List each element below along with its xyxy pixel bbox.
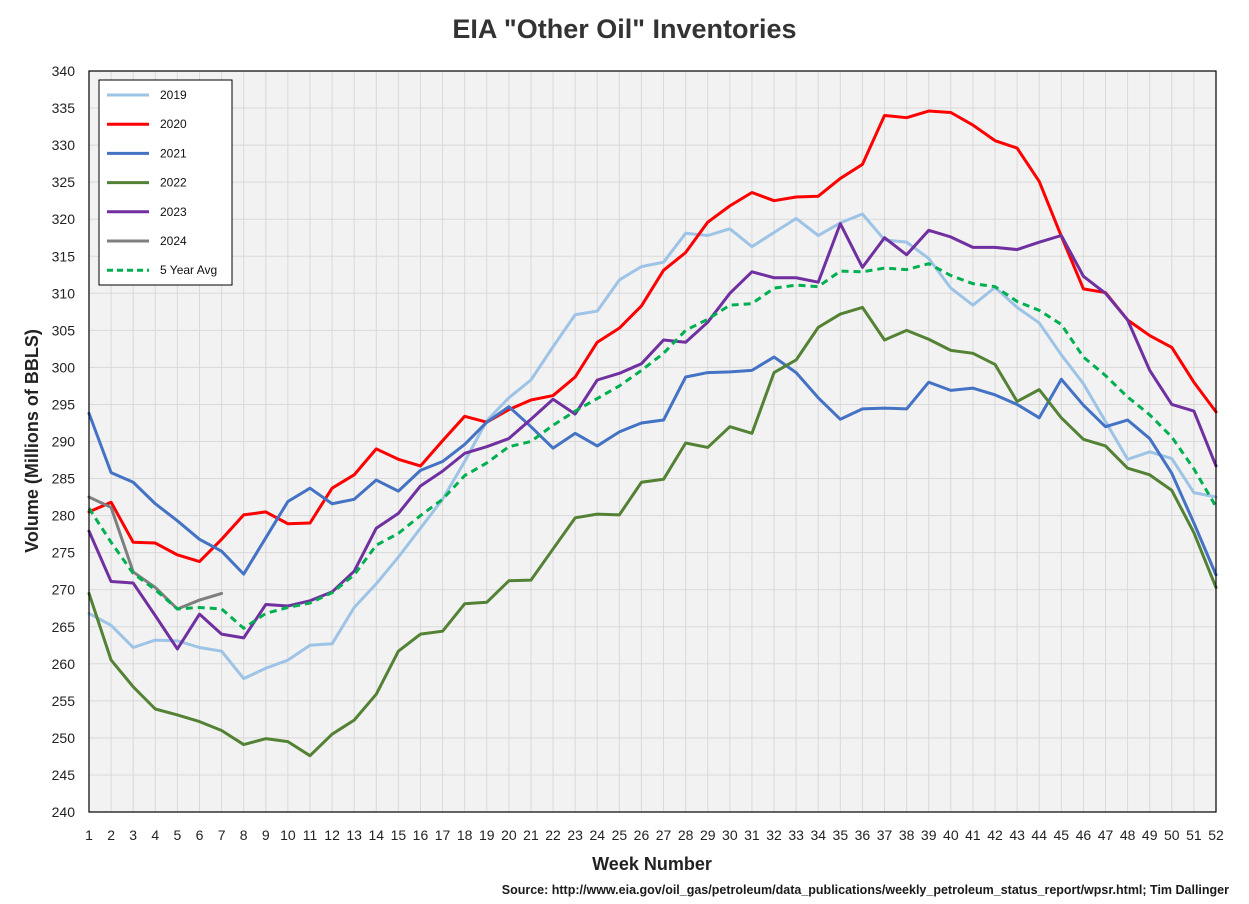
x-tick-label: 17	[435, 827, 451, 843]
x-tick-label: 3	[129, 827, 137, 843]
y-tick-label: 260	[52, 656, 76, 672]
x-tick-label: 5	[173, 827, 181, 843]
x-tick-label: 50	[1164, 827, 1180, 843]
x-tick-label: 44	[1031, 827, 1047, 843]
legend-label: 2024	[160, 234, 187, 248]
series-line-2022	[87, 305, 1218, 758]
x-tick-label: 14	[368, 827, 384, 843]
x-axis-ticks: 1 2 3 4 5 6 7 8 9 10 11 12 13 14 15 16 17 18 19 20 21 22 23 24 2…	[85, 827, 1224, 843]
x-tick-label: 32	[766, 827, 782, 843]
x-tick-label: 45	[1054, 827, 1070, 843]
y-tick-label: 310	[52, 285, 76, 301]
x-tick-label: 49	[1142, 827, 1158, 843]
y-tick-label: 255	[52, 693, 76, 709]
y-tick-label: 300	[52, 359, 76, 375]
y-tick-label: 280	[52, 508, 76, 524]
legend: 2019 2020 2021 2022 2023 2024 5 Year Avg	[98, 79, 233, 286]
x-tick-label: 24	[589, 827, 605, 843]
y-tick-label: 270	[52, 582, 76, 598]
y-axis-ticks: 240 245 250 255 260 265 270 275 280 285 290 295 300 3…	[52, 63, 76, 820]
y-tick-label: 340	[52, 63, 76, 79]
y-tick-label: 240	[52, 804, 76, 820]
x-tick-label: 16	[413, 827, 429, 843]
x-tick-label: 4	[151, 827, 159, 843]
y-tick-label: 335	[52, 100, 76, 116]
x-tick-label: 25	[612, 827, 628, 843]
x-tick-label: 20	[501, 827, 517, 843]
x-tick-label: 30	[722, 827, 738, 843]
series-line-5-year-avg	[87, 262, 1218, 630]
y-tick-label: 245	[52, 767, 76, 783]
x-tick-label: 19	[479, 827, 495, 843]
y-tick-label: 325	[52, 174, 76, 190]
x-tick-label: 42	[987, 827, 1003, 843]
chart-title: EIA "Other Oil" Inventories	[452, 14, 797, 44]
y-tick-label: 285	[52, 471, 76, 487]
y-tick-label: 275	[52, 545, 76, 561]
series-line-2019	[87, 212, 1218, 681]
x-tick-label: 47	[1098, 827, 1114, 843]
y-tick-label: 295	[52, 396, 76, 412]
x-tick-label: 46	[1076, 827, 1092, 843]
x-tick-label: 10	[280, 827, 296, 843]
x-tick-label: 41	[965, 827, 981, 843]
x-tick-label: 38	[899, 827, 915, 843]
y-tick-label: 250	[52, 730, 76, 746]
series-line-2021	[87, 355, 1218, 577]
legend-label: 2022	[160, 176, 187, 190]
series-line-2023	[87, 222, 1218, 651]
x-tick-label: 34	[810, 827, 826, 843]
y-tick-label: 315	[52, 248, 76, 264]
x-tick-label: 12	[324, 827, 340, 843]
series-layer	[87, 109, 1218, 758]
x-tick-label: 9	[262, 827, 270, 843]
x-tick-label: 31	[744, 827, 760, 843]
x-tick-label: 26	[634, 827, 650, 843]
x-tick-label: 7	[218, 827, 226, 843]
x-tick-label: 6	[196, 827, 204, 843]
x-tick-label: 40	[943, 827, 959, 843]
gridlines	[88, 70, 1217, 813]
x-tick-label: 51	[1186, 827, 1202, 843]
legend-label: 2019	[160, 88, 187, 102]
x-tick-label: 35	[833, 827, 849, 843]
x-tick-label: 36	[855, 827, 871, 843]
x-tick-label: 27	[656, 827, 672, 843]
series-line-2024	[87, 495, 224, 611]
y-tick-label: 290	[52, 434, 76, 450]
legend-label: 2021	[160, 146, 187, 160]
x-tick-label: 15	[391, 827, 407, 843]
legend-label: 2023	[160, 205, 187, 219]
y-tick-label: 305	[52, 322, 76, 338]
x-tick-label: 39	[921, 827, 937, 843]
y-axis-label: Volume (Millions of BBLS)	[22, 329, 42, 553]
x-tick-label: 8	[240, 827, 248, 843]
x-tick-label: 18	[457, 827, 473, 843]
legend-label: 2020	[160, 117, 187, 131]
x-tick-label: 52	[1208, 827, 1224, 843]
x-axis-label: Week Number	[592, 854, 712, 874]
source-note: Source: http://www.eia.gov/oil_gas/petro…	[501, 883, 1229, 897]
x-tick-label: 37	[877, 827, 893, 843]
x-tick-label: 21	[523, 827, 539, 843]
y-tick-label: 265	[52, 619, 76, 635]
x-tick-label: 23	[567, 827, 583, 843]
x-tick-label: 43	[1009, 827, 1025, 843]
x-tick-label: 29	[700, 827, 716, 843]
y-tick-label: 320	[52, 211, 76, 227]
x-tick-label: 2	[107, 827, 115, 843]
x-tick-label: 22	[545, 827, 561, 843]
x-tick-label: 48	[1120, 827, 1136, 843]
y-tick-label: 330	[52, 137, 76, 153]
x-tick-label: 1	[85, 827, 93, 843]
x-tick-label: 33	[788, 827, 804, 843]
plot-border	[88, 70, 1217, 813]
legend-label: 5 Year Avg	[160, 263, 217, 277]
x-tick-label: 28	[678, 827, 694, 843]
x-tick-label: 13	[346, 827, 362, 843]
x-tick-label: 11	[303, 827, 318, 843]
